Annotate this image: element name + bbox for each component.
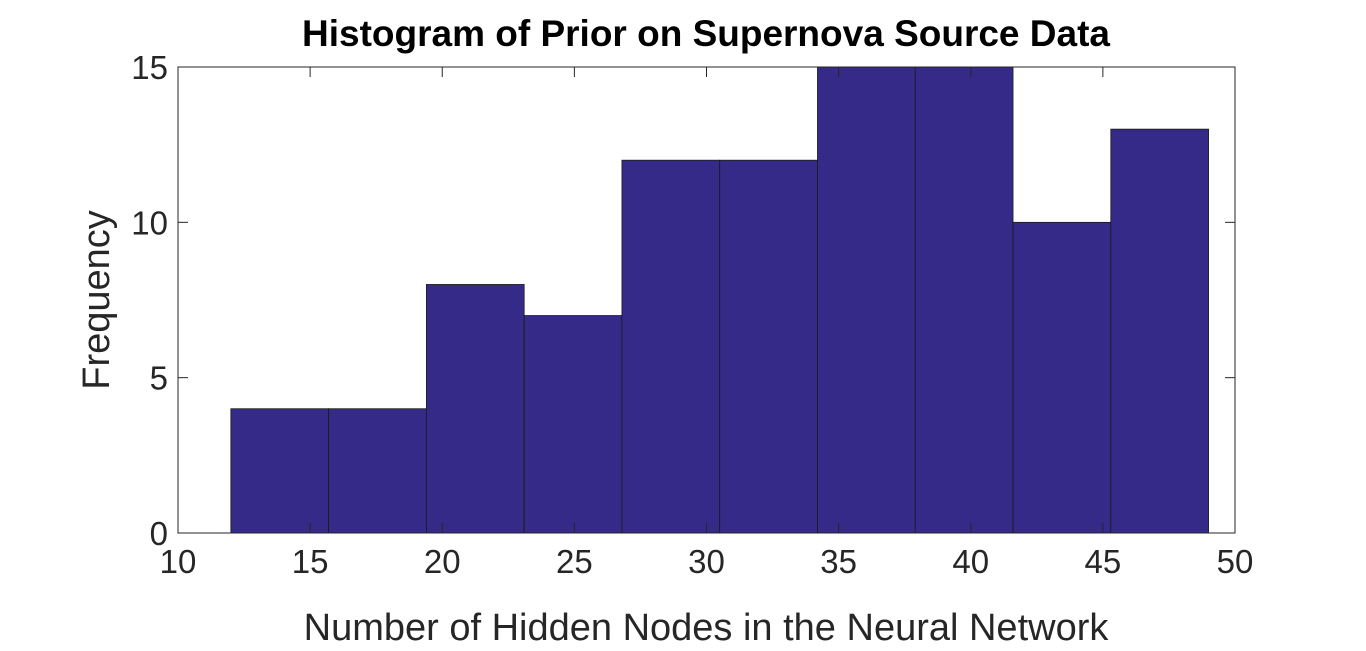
histogram-bar: [817, 66, 916, 534]
histogram-bar: [328, 408, 427, 534]
x-tick-label: 20: [424, 543, 461, 580]
y-tick-label: 0: [150, 515, 168, 552]
x-tick-label: 15: [292, 543, 329, 580]
y-axis-label: Frequency: [76, 210, 118, 390]
histogram-bar: [621, 159, 721, 534]
histogram-bar: [1012, 221, 1112, 534]
y-tick-label: 10: [131, 204, 168, 241]
x-tick-label: 45: [1085, 543, 1122, 580]
histogram-bar: [719, 159, 818, 534]
x-tick-label: 25: [556, 543, 593, 580]
histogram-bar: [523, 315, 623, 534]
histogram-bar: [914, 66, 1014, 534]
x-tick-label: 10: [160, 543, 197, 580]
y-tick-label: 5: [150, 360, 168, 397]
x-tick-label: 50: [1217, 543, 1254, 580]
histogram-bar: [1110, 128, 1209, 534]
x-tick-label: 30: [688, 543, 725, 580]
bars-group: [230, 66, 1209, 534]
histogram-bar: [425, 284, 525, 534]
x-axis-label: Number of Hidden Nodes in the Neural Net…: [304, 607, 1110, 649]
x-tick-label: 40: [952, 543, 989, 580]
histogram-bar: [230, 408, 330, 534]
chart-title: Histogram of Prior on Supernova Source D…: [302, 13, 1110, 54]
y-tick-label: 15: [131, 49, 168, 86]
ticks-group: 10 15 20 25 30 35 40 45 50 0 5 10 15: [131, 49, 1253, 580]
x-tick-label: 35: [820, 543, 857, 580]
